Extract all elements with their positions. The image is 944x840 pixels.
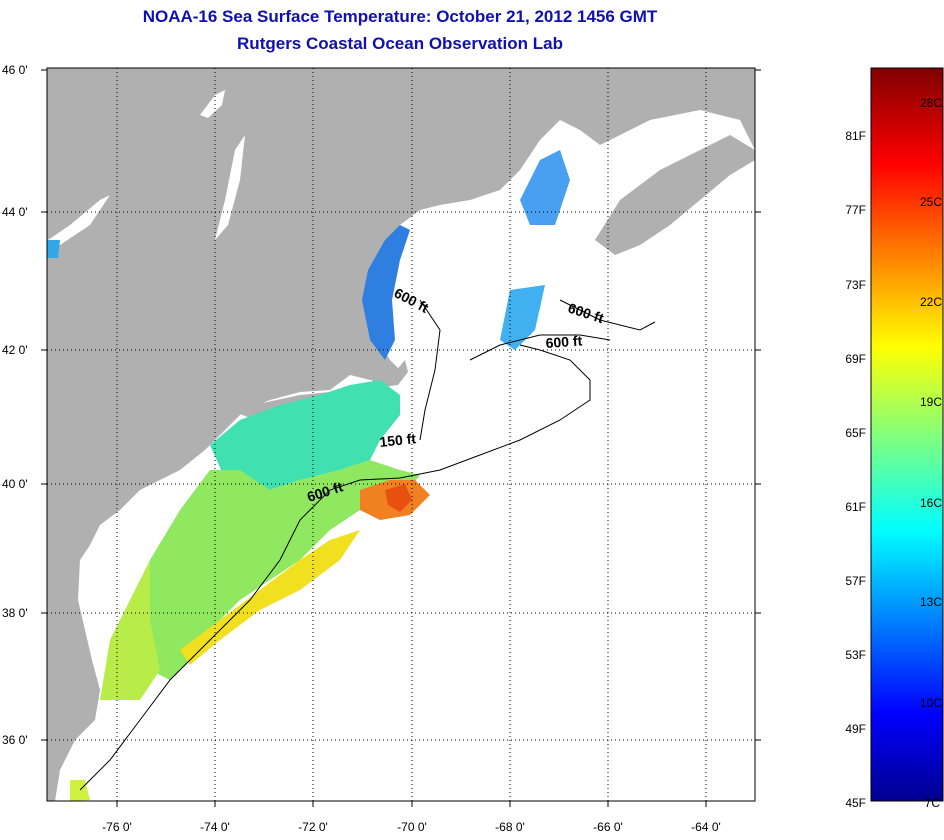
sst-shelf-warm [210,380,400,495]
colorbar-f-label: 69F [845,352,866,366]
lon-label: -72 0' [298,820,328,834]
depth-label: 600 ft [545,332,583,351]
lat-label: 36 0' [2,733,28,747]
colorbar-f-label: 61F [845,500,866,514]
lon-label: -66 0' [593,820,623,834]
depth-label: 150 ft [379,430,417,450]
colorbar-c-label: 10C [920,696,942,710]
lon-label: -76 0' [102,820,132,834]
land-nova-scotia [595,135,755,255]
colorbar-c-label: 16C [920,496,942,510]
map-title: NOAA-16 Sea Surface Temperature: October… [142,7,658,26]
map-subtitle: Rutgers Coastal Ocean Observation Lab [237,34,563,53]
lat-label: 46 0' [2,63,28,77]
lon-label: -68 0' [495,820,525,834]
sst-gulf-of-maine-cold [362,225,410,360]
lon-label: -64 0' [691,820,721,834]
temperature-colorbar [870,67,944,802]
colorbar-c-label: 25C [920,195,942,209]
colorbar-f-label: 73F [845,278,866,292]
colorbar-c-label: 13C [920,595,942,609]
colorbar-f-label: 81F [845,129,866,143]
colorbar-c-label: 7C [925,796,941,810]
colorbar-f-label: 49F [845,722,866,736]
lat-label: 44 0' [2,205,28,219]
lon-label: -70 0' [397,820,427,834]
colorbar-f-label: 77F [845,203,866,217]
lon-label: -74 0' [200,820,230,834]
colorbar-c-label: 19C [920,395,942,409]
colorbar-c-label: 28C [920,96,942,110]
lat-label: 42 0' [2,343,28,357]
colorbar-f-label: 65F [845,426,866,440]
colorbar-f-label: 45F [845,796,866,810]
colorbar-f-label: 53F [845,648,866,662]
land-mainland [47,68,755,801]
colorbar-f-label: 57F [845,574,866,588]
colorbar-c-label: 22C [920,295,942,309]
lat-label: 40 0' [2,477,28,491]
lat-label: 38 0' [2,606,28,620]
